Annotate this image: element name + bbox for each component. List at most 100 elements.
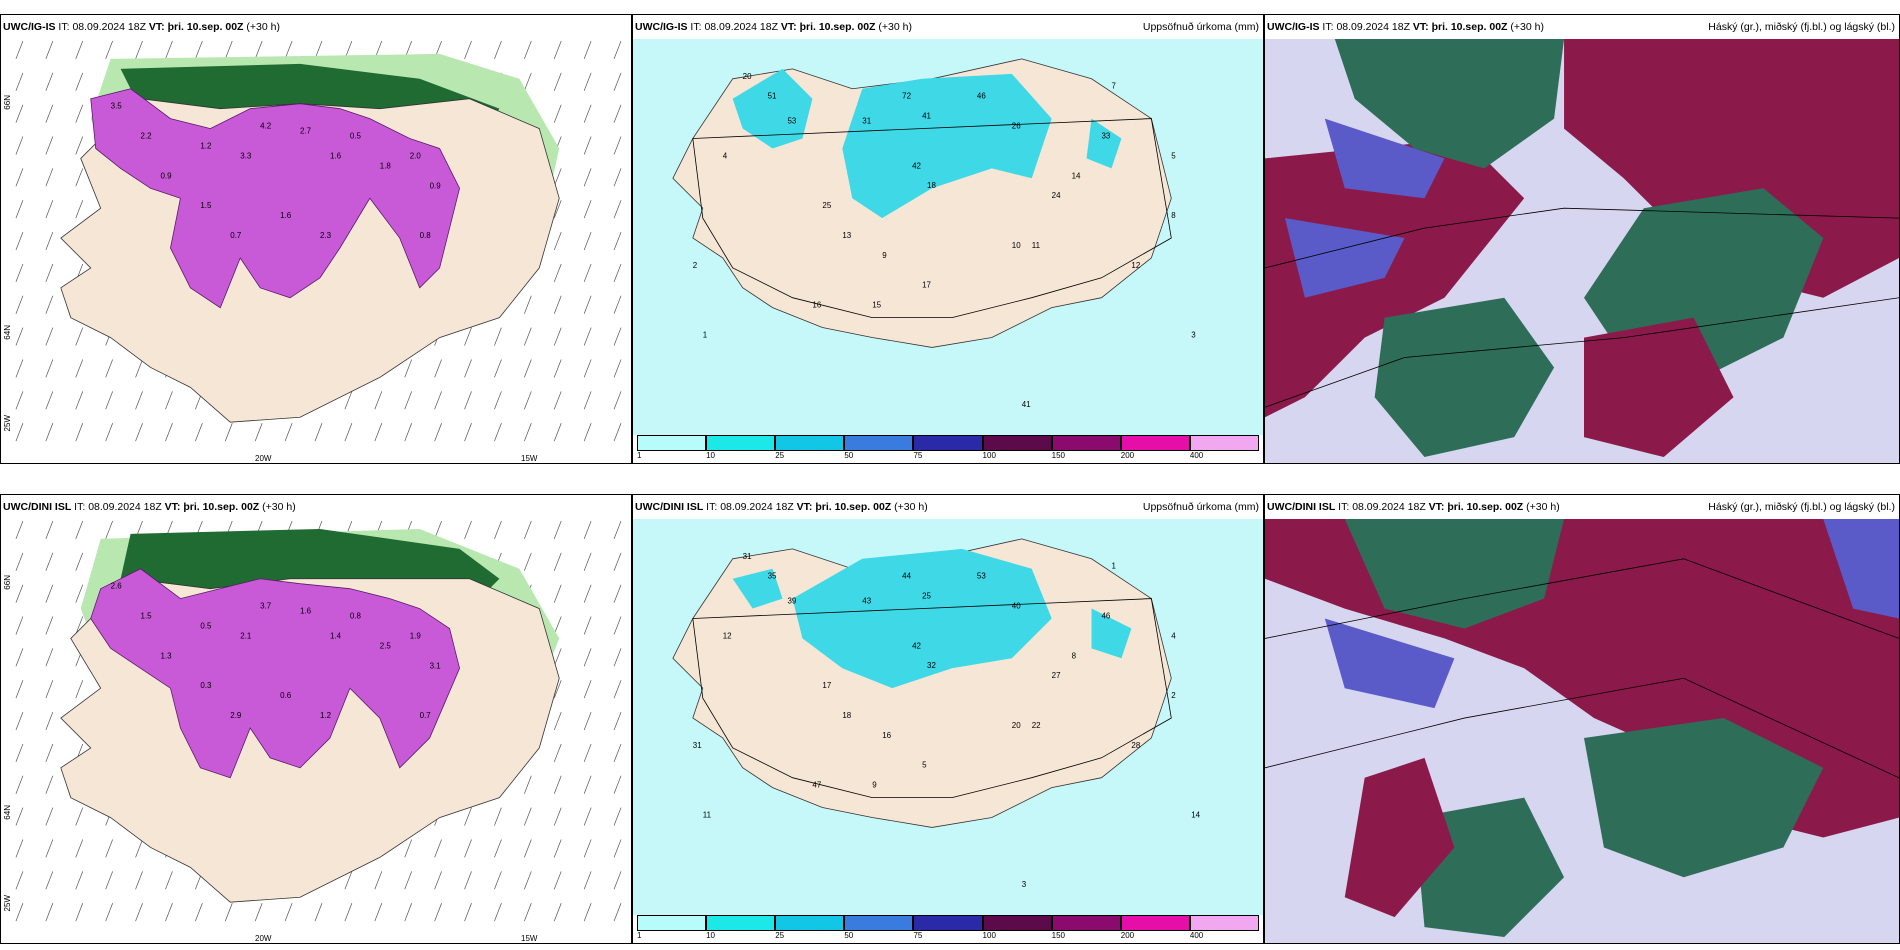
colorbar-tick-label: 25	[775, 931, 785, 940]
wind-barb	[15, 168, 24, 187]
colorbar-tick-label: 200	[1120, 451, 1135, 460]
value-label: 31	[862, 117, 871, 126]
wind-barb	[553, 584, 562, 603]
colorbar-segment	[913, 435, 983, 451]
cloud-map[interactable]	[1265, 39, 1899, 463]
model-name: UWC/IG-IS	[3, 21, 56, 33]
row1-precip-panel: UWC/IG-IS IT: 08.09.2024 18Z VT: þri. 10…	[632, 14, 1264, 464]
value-label: 1.5	[141, 612, 153, 621]
value-label: 16	[882, 731, 891, 740]
snow-wind-map[interactable]: 2.6 1.5 1.3 0.5 2.1 3.7 1.6 1.4 0.8 2.5 1.9 3.1 0.3 2…	[1, 519, 631, 943]
wind-barb	[524, 359, 532, 378]
value-label: 35	[768, 572, 777, 581]
wind-barb	[374, 423, 383, 442]
wind-barb	[135, 423, 143, 442]
wind-barb	[15, 136, 24, 155]
wind-barb	[583, 743, 592, 762]
wind-barb	[284, 903, 293, 922]
row1-cloud-panel: UWC/IG-IS IT: 08.09.2024 18Z VT: þri. 10…	[1264, 14, 1900, 464]
value-label: 1.9	[410, 631, 422, 640]
wind-barb	[314, 903, 323, 922]
wind-barb	[314, 423, 323, 442]
wind-barb	[553, 168, 562, 187]
wind-barb	[583, 839, 592, 858]
wind-barb	[613, 552, 622, 571]
model-name: UWC/DINI ISL	[635, 501, 704, 513]
value-label: 31	[743, 552, 752, 561]
wind-barb	[45, 136, 54, 155]
panel-header: UWC/DINI ISL IT: 08.09.2024 18Z VT: þri.…	[1265, 495, 1899, 519]
wind-barb	[494, 391, 502, 410]
value-label: 3.1	[430, 661, 442, 670]
wind-barb	[45, 263, 54, 282]
colorbar-segment	[1051, 915, 1121, 931]
wind-barb	[45, 104, 54, 123]
wind-barb	[344, 871, 353, 890]
precip-map[interactable]: 31 35 39 43 44 25 42 32 53 40 46 27 22 18 17 16 20 47 9 5 3 2…	[633, 519, 1263, 915]
wind-barb	[553, 807, 562, 826]
wind-barb	[553, 359, 562, 378]
value-label: 3.7	[260, 602, 272, 611]
wind-barb	[135, 903, 143, 922]
wind-barb	[75, 200, 84, 219]
wind-barb	[374, 871, 383, 890]
wind-barb	[45, 40, 54, 60]
value-label: 39	[788, 597, 797, 606]
wind-barb	[75, 520, 84, 540]
value-label: 72	[902, 92, 911, 101]
value-label: 12	[1131, 261, 1140, 270]
value-label: 1.6	[300, 607, 312, 616]
value-label: 3.5	[111, 102, 123, 111]
wind-barb	[75, 584, 84, 603]
value-label: 1	[703, 330, 708, 339]
wind-barb	[434, 359, 442, 378]
precip-map[interactable]: 20 51 53 31 72 41 42 18 46 26 33 24 11 13 25 9 10 16 15 17 4…	[633, 39, 1263, 435]
lon-label-15w: 15W	[521, 934, 538, 943]
value-label: 2.0	[410, 151, 422, 160]
wind-barb	[613, 40, 622, 60]
wind-barb	[553, 648, 562, 667]
wind-barb	[494, 903, 502, 922]
wind-barb	[583, 200, 592, 219]
wind-barb	[553, 711, 562, 731]
panel-header: UWC/IG-IS IT: 08.09.2024 18Z VT: þri. 10…	[633, 15, 1263, 39]
value-label: 9	[872, 781, 877, 790]
wind-barb	[15, 871, 24, 890]
wind-barb	[15, 807, 24, 826]
colorbar-tick-label: 200	[1120, 931, 1135, 940]
wind-barb	[613, 584, 622, 603]
colorbar-tick-label: 25	[775, 451, 785, 460]
wind-barb	[15, 104, 24, 123]
value-label: 3	[1022, 880, 1027, 889]
wind-barb	[524, 327, 532, 346]
colorbar-tick-label: 400	[1189, 931, 1204, 940]
cloud-map[interactable]	[1265, 519, 1899, 943]
wind-barb	[613, 871, 622, 890]
wind-barb	[524, 871, 532, 890]
value-label: 2.6	[111, 582, 123, 591]
wind-barb	[404, 391, 413, 410]
value-label: 13	[842, 231, 851, 240]
wind-barb	[344, 423, 353, 442]
wind-barb	[105, 40, 113, 60]
wind-barb	[45, 327, 54, 346]
wind-barb	[224, 903, 233, 922]
wind-barb	[15, 200, 24, 219]
value-label: 8	[1072, 651, 1077, 660]
colorbar-tick-label: 1	[637, 451, 642, 460]
value-label: 1.2	[320, 711, 332, 720]
wind-barb	[524, 807, 532, 826]
panel-header: UWC/DINI ISL IT: 08.09.2024 18Z VT: þri.…	[633, 495, 1263, 519]
lon-label-20w: 20W	[255, 934, 272, 943]
value-label: 1.2	[200, 141, 212, 150]
wind-barb	[75, 423, 84, 442]
wind-barb	[494, 423, 502, 442]
wind-barb	[553, 295, 562, 314]
snow-wind-map[interactable]: 3.5 2.2 0.9 1.2 3.3 4.2 2.7 1.6 0.5 1.8 2.0 0.9 1.5 0…	[1, 39, 631, 463]
wind-barb	[15, 72, 24, 91]
value-label: 5	[922, 761, 927, 770]
wind-barb	[404, 903, 413, 922]
value-label: 2.9	[230, 711, 242, 720]
wind-barb	[105, 423, 113, 442]
wind-barb	[494, 871, 502, 890]
